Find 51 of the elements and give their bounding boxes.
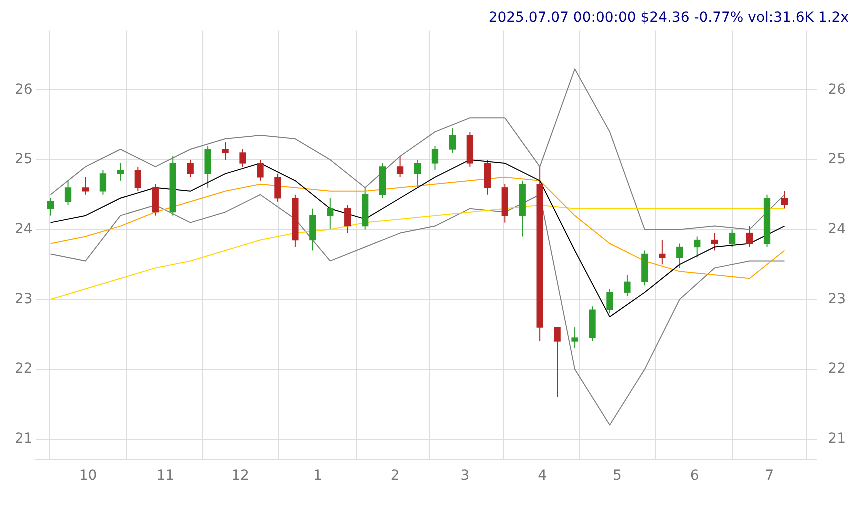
- candlestick: [257, 159, 264, 182]
- candlestick: [432, 146, 439, 171]
- candlestick: [344, 204, 352, 234]
- candlestick: [240, 148, 246, 168]
- candlestick: [187, 159, 194, 178]
- x-tick-label: 7: [765, 468, 774, 484]
- y2-tick-label: 25: [828, 152, 846, 168]
- candlestick: [694, 236, 701, 258]
- y2-tick-label: 21: [828, 430, 846, 447]
- x-tick-label: 12: [232, 468, 250, 484]
- candlestick: [274, 173, 282, 202]
- candlestick: [712, 232, 718, 252]
- candlestick: [659, 240, 666, 266]
- candlestick: [414, 159, 422, 188]
- candlestick: [746, 226, 754, 248]
- candlestick: [676, 243, 684, 269]
- chart-title: 2025.07.07 00:00:00 $24.36 -0.77% vol:31.6K 1.2x: [488, 10, 849, 26]
- y2-tick-label: 23: [828, 291, 846, 308]
- candlestick: [554, 327, 561, 398]
- y-tick-label: 26: [14, 82, 33, 98]
- x-tick-label: 2: [390, 468, 400, 484]
- candlestick: [64, 180, 72, 206]
- y-tick-label: 23: [14, 291, 33, 308]
- candlestick: [47, 198, 54, 216]
- candlestick: [728, 229, 736, 248]
- x-tick-label: 1: [313, 468, 322, 484]
- candlestick: [82, 176, 90, 196]
- x-tick-label: 3: [460, 468, 470, 484]
- x-tick-label: 11: [156, 468, 175, 484]
- candlestick: [396, 156, 404, 178]
- candlestick: [100, 170, 107, 196]
- x-tick-label: 6: [690, 468, 700, 484]
- candlestick: [606, 288, 614, 314]
- y-tick-label: 22: [14, 361, 33, 378]
- x-tick-label: 10: [79, 468, 98, 484]
- y2-tick-label: 26: [828, 82, 846, 98]
- y2-tick-label: 22: [828, 361, 846, 378]
- y-tick-label: 24: [14, 221, 33, 238]
- candlestick: [572, 327, 578, 349]
- candlestick: [781, 190, 788, 210]
- candlestick: [327, 198, 334, 230]
- candlestick: [624, 274, 631, 297]
- y-tick-label: 25: [14, 152, 33, 168]
- candlestick: [134, 166, 142, 192]
- x-tick-label: 5: [613, 468, 622, 484]
- candlestick: [117, 162, 124, 182]
- y2-tick-label: 24: [828, 221, 846, 238]
- candlestick: [449, 128, 456, 154]
- candlestick: [222, 142, 229, 160]
- x-tick-label: 4: [538, 468, 548, 484]
- y-tick-label: 21: [14, 430, 33, 447]
